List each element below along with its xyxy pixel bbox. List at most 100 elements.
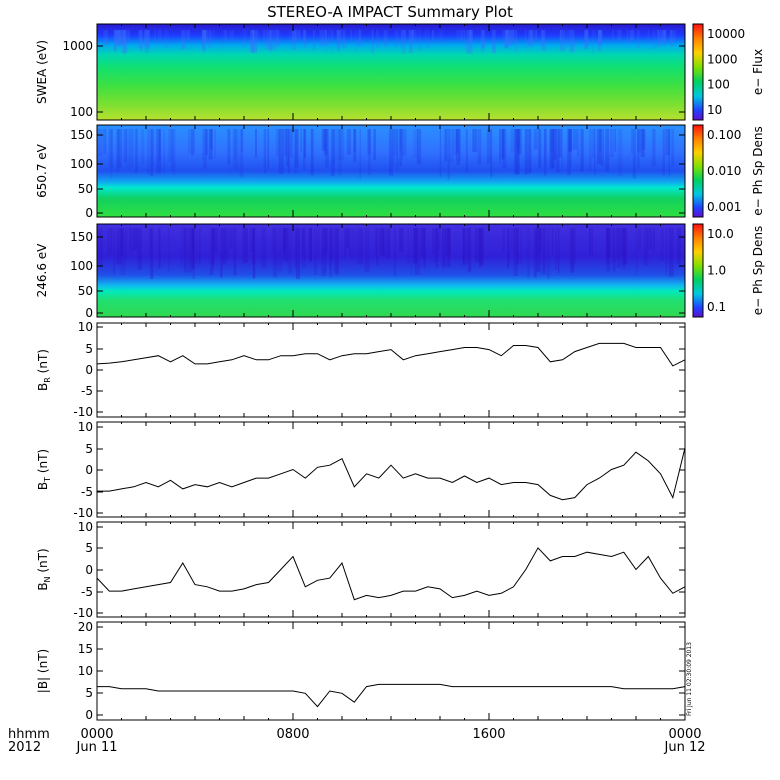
heatmap-stripe [212, 30, 215, 40]
heatmap-stripe [599, 129, 601, 152]
heatmap-stripe [144, 30, 149, 53]
heatmap-stripe [439, 30, 444, 46]
heatmap-stripe [364, 228, 370, 272]
y-tick-label: 10 [78, 520, 93, 534]
heatmap-stripe [636, 30, 640, 49]
heatmap-stripe [547, 228, 550, 279]
heatmap-stripe [123, 30, 128, 53]
heatmap-stripe [204, 30, 208, 44]
heatmap-stripe [524, 129, 527, 176]
heatmap-stripe [222, 228, 227, 265]
heatmap-stripe [367, 129, 371, 155]
heatmap-stripe [456, 129, 460, 165]
heatmap-stripe [516, 129, 520, 175]
heatmap-stripe [411, 30, 415, 41]
heatmap-stripe [499, 129, 501, 164]
heatmap-stripe [513, 129, 518, 174]
heatmap-stripe [330, 228, 334, 259]
heatmap-stripe [227, 228, 229, 259]
y-axis-label: BR (nT) [36, 349, 52, 391]
heatmap-stripe [261, 228, 267, 269]
heatmap-stripe [209, 228, 214, 275]
heatmap-stripe [550, 129, 553, 165]
heatmap-stripe [584, 30, 588, 49]
heatmap-stripe [525, 129, 531, 174]
heatmap-stripe [614, 129, 617, 152]
y-tick-label: 5 [85, 686, 93, 700]
heatmap-stripe [402, 129, 407, 156]
heatmap-stripe [617, 228, 621, 269]
heatmap-stripe [212, 228, 214, 272]
heatmap-stripe [401, 30, 406, 54]
heatmap-stripe [158, 129, 161, 162]
heatmap-stripe [379, 228, 384, 256]
heatmap-stripe [383, 30, 385, 46]
y-tick-label: 10 [78, 420, 93, 434]
data-line [97, 447, 686, 501]
heatmap-stripe [490, 129, 493, 178]
heatmap-stripe [481, 30, 485, 49]
heatmap-stripe [350, 30, 353, 43]
heatmap-stripe [211, 228, 216, 251]
heatmap-stripe [201, 30, 204, 49]
panel-4: BR (nT) 10 5 0 -5 -10 [36, 320, 686, 419]
heatmap-stripe [606, 228, 611, 272]
heatmap-stripe [116, 228, 122, 265]
heatmap-stripe [669, 30, 673, 46]
heatmap-stripe [150, 129, 154, 177]
heatmap-stripe [446, 228, 451, 267]
heatmap-stripe [143, 30, 146, 47]
heatmap-stripe [637, 228, 642, 250]
heatmap-stripe [535, 30, 537, 41]
heatmap-stripe [234, 129, 237, 160]
heatmap-stripe [513, 228, 518, 276]
heatmap-stripe [466, 30, 470, 53]
heatmap-stripe [358, 30, 362, 47]
heatmap-stripe [647, 228, 652, 250]
heatmap-stripe [141, 129, 145, 164]
colorbar-label: e− Flux [751, 49, 765, 95]
colorbar-tick-label: 1000 [707, 52, 738, 66]
heatmap-stripe [432, 228, 434, 254]
heatmap-stripe [329, 228, 332, 278]
heatmap-stripe [125, 129, 131, 170]
heatmap-stripe [410, 228, 412, 276]
heatmap-stripe [668, 228, 674, 277]
heatmap-stripe [399, 228, 404, 252]
heatmap-stripe [396, 129, 399, 170]
heatmap-stripe [115, 30, 121, 47]
x-tick-label: 0000 [668, 727, 701, 742]
heatmap-stripe [121, 30, 124, 45]
heatmap-stripe [224, 30, 227, 40]
heatmap-stripe [262, 30, 265, 47]
heatmap-stripe [229, 30, 232, 44]
heatmap-stripe [326, 228, 329, 252]
heatmap-stripe [598, 30, 602, 46]
heatmap-stripe [148, 228, 153, 257]
heatmap-stripe [208, 129, 213, 160]
heatmap-stripe [606, 228, 610, 265]
y-axis-label: BN (nT) [36, 548, 52, 590]
heatmap-stripe [113, 30, 117, 51]
y-tick-label: -10 [73, 506, 93, 520]
heatmap-stripe [137, 228, 142, 270]
heatmap-stripe [399, 129, 402, 151]
heatmap-stripe [330, 129, 335, 177]
heatmap-stripe [106, 30, 108, 49]
heatmap-stripe [192, 228, 195, 279]
heatmap-stripe [418, 30, 421, 51]
heatmap-stripe [567, 129, 571, 176]
heatmap-stripe [647, 30, 649, 46]
heatmap-stripe [310, 129, 314, 176]
heatmap-stripe [401, 129, 404, 160]
heatmap-stripe [328, 30, 331, 47]
heatmap-stripe [542, 228, 546, 274]
heatmap-stripe [561, 30, 563, 46]
heatmap-stripe [549, 129, 554, 169]
time-format-label: hhmm [8, 727, 50, 742]
heatmap-stripe [536, 228, 541, 272]
heatmap-stripe [479, 228, 484, 266]
heatmap-base [97, 125, 685, 217]
heatmap-stripe [671, 129, 674, 167]
heatmap-stripe [231, 30, 235, 40]
